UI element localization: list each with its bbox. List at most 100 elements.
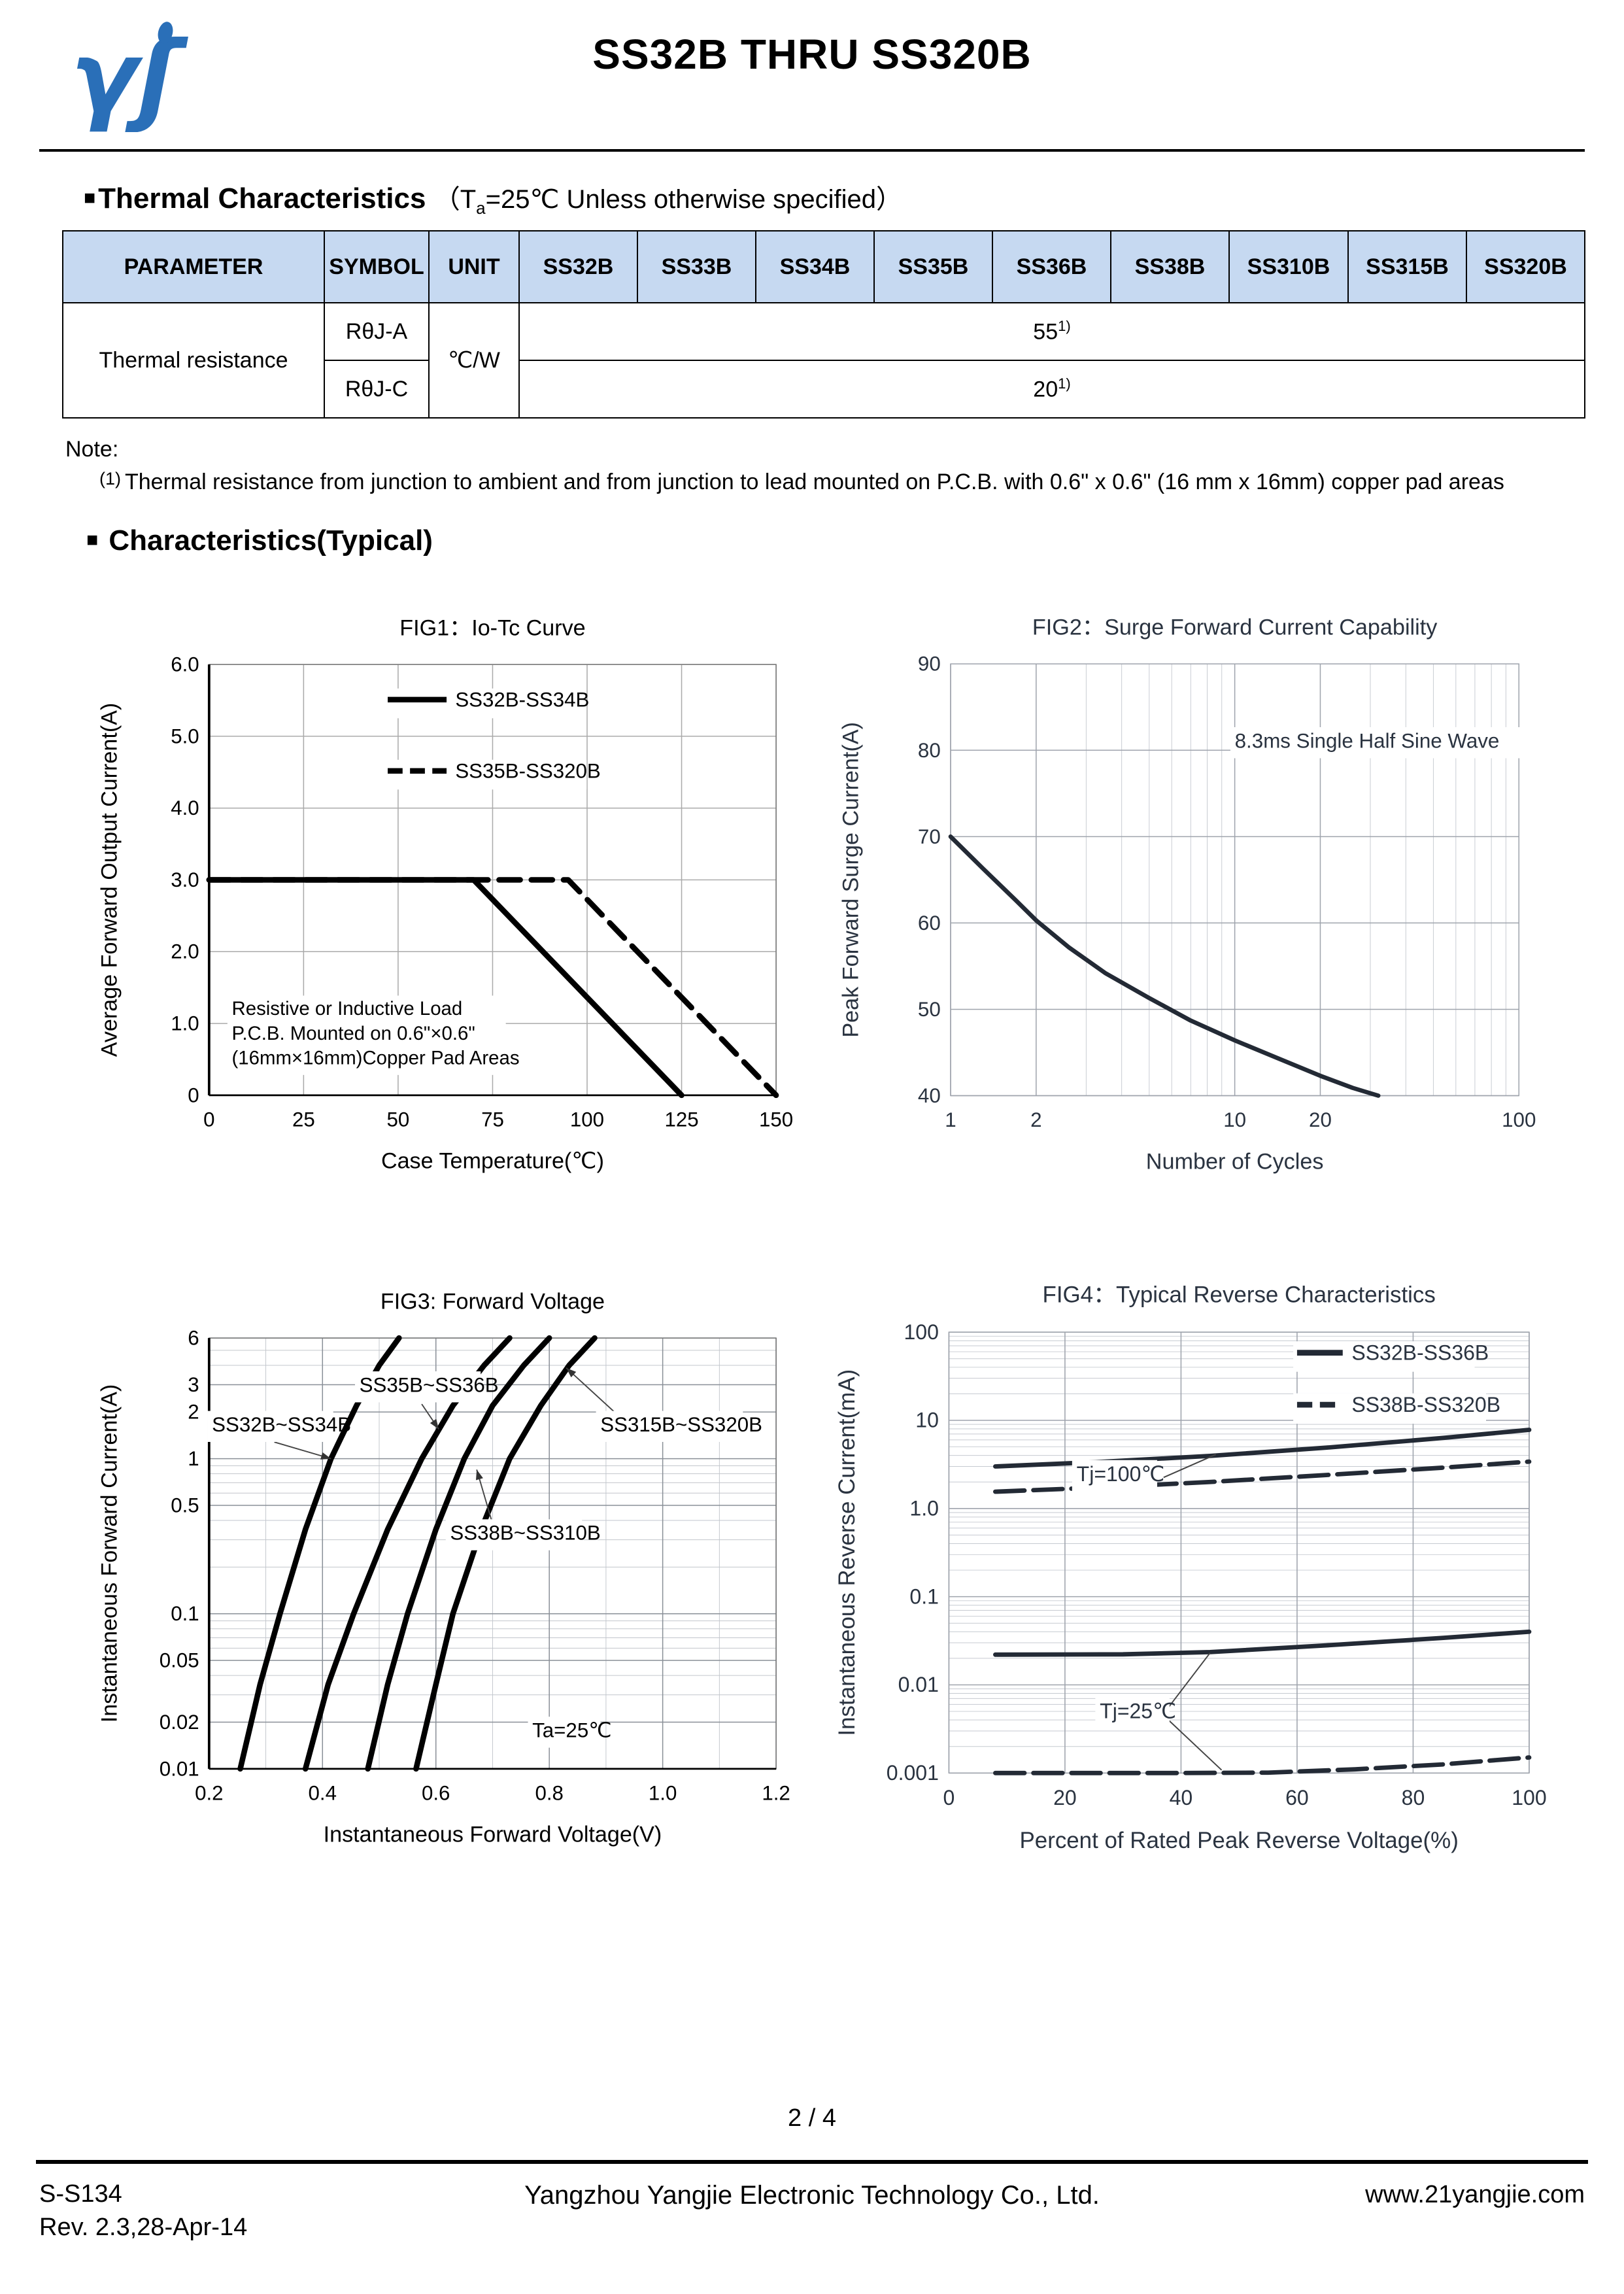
svg-text:40: 40	[918, 1084, 941, 1107]
svg-text:80: 80	[918, 739, 941, 762]
svg-text:SS38B-SS320B: SS38B-SS320B	[1351, 1393, 1500, 1416]
thermal-heading-text: Thermal Characteristics	[98, 182, 426, 214]
svg-text:0.6: 0.6	[422, 1781, 450, 1804]
table-row: RθJ-C 201)	[63, 360, 1585, 419]
page-number: 2 / 4	[788, 2104, 836, 2132]
svg-text:70: 70	[918, 825, 941, 848]
svg-text:0.001: 0.001	[887, 1761, 939, 1785]
page-title: SS32B THRU SS320B	[592, 31, 1032, 78]
company-website: www.21yangjie.com	[1365, 2181, 1585, 2208]
svg-text:Peak Forward Surge Current(A): Peak Forward Surge Current(A)	[838, 722, 863, 1038]
svg-text:150: 150	[759, 1108, 793, 1131]
characteristics-heading-text: Characteristics(Typical)	[101, 524, 433, 556]
unit-cell: ℃/W	[428, 302, 520, 419]
fig2-surge-current-chart: 8.3ms Single Half Sine Wave 1 2 10 20 100 40 50…	[829, 605, 1544, 1226]
symbol-cell: RθJ-C	[324, 360, 430, 419]
svg-text:20: 20	[1053, 1786, 1077, 1809]
doc-code: S-S134	[39, 2180, 122, 2208]
svg-text:3: 3	[188, 1373, 199, 1396]
svg-text:0.01: 0.01	[160, 1757, 199, 1780]
fig3-forward-voltage-chart: SS32B~SS34B SS35B~SS36B SS38B~SS310B SS315B…	[88, 1279, 801, 1899]
table-header-cell: SS320B	[1466, 230, 1585, 303]
svg-text:60: 60	[1285, 1786, 1309, 1809]
characteristics-section-heading: ■ Characteristics(Typical)	[86, 524, 433, 557]
note-item: (1) Thermal resistance from junction to a…	[99, 469, 1504, 495]
footer-doc-info: S-S134 Rev. 2.3,28-Apr-14	[39, 2178, 247, 2245]
table-header-cell: SS38B	[1110, 230, 1230, 303]
footer-divider	[36, 2160, 1588, 2164]
doc-revision: Rev. 2.3,28-Apr-14	[39, 2214, 248, 2242]
svg-text:100: 100	[570, 1108, 604, 1131]
svg-text:5.0: 5.0	[171, 725, 199, 747]
svg-text:20: 20	[1309, 1108, 1332, 1131]
svg-text:FIG1：Io-Tc Curve: FIG1：Io-Tc Curve	[399, 616, 585, 641]
svg-text:4.0: 4.0	[171, 796, 199, 819]
svg-text:90: 90	[918, 653, 941, 676]
svg-text:60: 60	[918, 912, 941, 934]
svg-text:1.2: 1.2	[762, 1781, 790, 1804]
svg-text:10: 10	[915, 1409, 939, 1432]
svg-text:0.02: 0.02	[160, 1711, 199, 1734]
value-cell: 201)	[518, 360, 1585, 419]
svg-text:FIG3: Forward Voltage: FIG3: Forward Voltage	[381, 1290, 605, 1314]
svg-text:50: 50	[918, 998, 941, 1021]
svg-text:1: 1	[945, 1108, 956, 1131]
svg-text:40: 40	[1170, 1786, 1193, 1809]
svg-text:Number of Cycles: Number of Cycles	[1146, 1150, 1324, 1174]
svg-text:100: 100	[1502, 1108, 1536, 1131]
svg-text:Tj=100℃: Tj=100℃	[1077, 1462, 1165, 1486]
svg-text:Case Temperature(℃): Case Temperature(℃)	[381, 1149, 604, 1174]
svg-text:0: 0	[203, 1108, 214, 1131]
table-header-cell: SS35B	[873, 230, 993, 303]
fig1-io-tc-chart: Resistive or Inductive Load P.C.B. Mounte…	[88, 606, 801, 1225]
svg-text:SS32B~SS34B: SS32B~SS34B	[212, 1413, 351, 1436]
svg-text:0.01: 0.01	[898, 1673, 939, 1696]
svg-text:Tj=25℃: Tj=25℃	[1100, 1699, 1176, 1722]
note-marker: (1)	[99, 469, 121, 488]
parameter-cell: Thermal resistance	[62, 302, 325, 419]
svg-text:SS38B~SS310B: SS38B~SS310B	[450, 1522, 600, 1545]
table-header-cell: SYMBOL	[324, 230, 430, 303]
table-header-cell: SS310B	[1228, 230, 1349, 303]
svg-text:0.4: 0.4	[309, 1781, 337, 1804]
svg-text:Ta=25℃: Ta=25℃	[532, 1719, 611, 1741]
svg-text:SS35B-SS320B: SS35B-SS320B	[455, 759, 600, 782]
svg-text:SS32B-SS36B: SS32B-SS36B	[1351, 1341, 1489, 1364]
svg-text:6.0: 6.0	[171, 653, 199, 676]
note-block: Note: (1) Thermal resistance from junctio…	[65, 437, 1504, 495]
svg-text:0.1: 0.1	[909, 1584, 938, 1608]
header-divider	[39, 149, 1585, 152]
svg-text:50: 50	[387, 1108, 410, 1131]
thermal-table: PARAMETER SYMBOL UNIT SS32B SS33B SS34B SS35B S…	[62, 230, 1585, 419]
svg-text:SS315B~SS320B: SS315B~SS320B	[600, 1413, 762, 1436]
svg-text:0: 0	[943, 1786, 955, 1809]
svg-text:SS32B-SS34B: SS32B-SS34B	[455, 688, 589, 711]
section-bullet-icon: ■	[86, 529, 99, 551]
svg-text:FIG4：Typical Reverse Character: FIG4：Typical Reverse Characteristics	[1043, 1282, 1436, 1308]
table-header-cell: PARAMETER	[62, 230, 325, 303]
svg-text:100: 100	[1512, 1786, 1546, 1809]
table-header-cell: SS315B	[1347, 230, 1467, 303]
thermal-section-heading: ■Thermal Characteristics （Ta=25℃ Unless …	[84, 178, 902, 218]
svg-text:0: 0	[188, 1084, 199, 1106]
svg-text:0.5: 0.5	[171, 1494, 199, 1516]
svg-text:125: 125	[664, 1108, 698, 1131]
svg-text:1.0: 1.0	[909, 1496, 938, 1520]
svg-text:FIG2：Surge Forward Current Cap: FIG2：Surge Forward Current Capability	[1032, 615, 1438, 640]
svg-text:Instantaneous Forward Voltage(: Instantaneous Forward Voltage(V)	[324, 1823, 662, 1847]
svg-text:2.0: 2.0	[171, 940, 199, 963]
svg-text:100: 100	[904, 1320, 938, 1344]
table-header-row: PARAMETER SYMBOL UNIT SS32B SS33B SS34B SS35B S…	[62, 230, 1585, 303]
note-text: Thermal resistance from junction to ambi…	[125, 470, 1504, 494]
table-header-cell: SS36B	[992, 230, 1111, 303]
svg-text:75: 75	[481, 1108, 504, 1131]
company-logo: γʃ	[71, 21, 188, 132]
svg-text:0.1: 0.1	[171, 1602, 199, 1625]
section-bullet-icon: ■	[84, 187, 96, 209]
svg-text:8.3ms Single Half Sine Wave: 8.3ms Single Half Sine Wave	[1235, 729, 1500, 752]
svg-text:0.8: 0.8	[535, 1781, 563, 1804]
symbol-cell: RθJ-A	[324, 302, 430, 361]
svg-text:25: 25	[292, 1108, 315, 1131]
fig4-reverse-characteristics-chart: Tj=100℃ Tj=25℃ 0 20 40 60 80 100 100 10 1.0 0.1 0.01…	[825, 1272, 1555, 1906]
